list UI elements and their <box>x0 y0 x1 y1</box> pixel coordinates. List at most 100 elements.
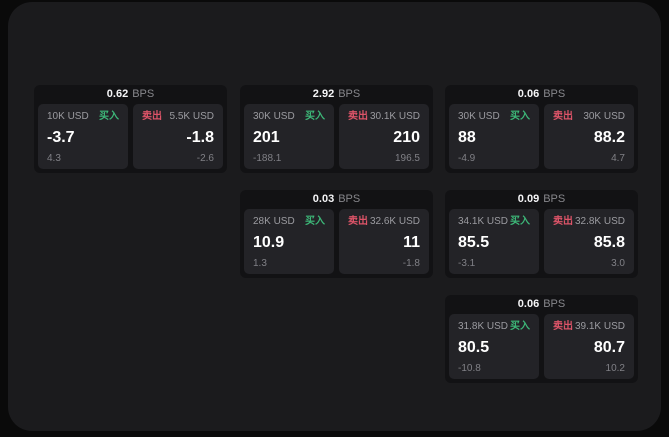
bps-unit: BPS <box>338 88 361 100</box>
bps-value: 2.92 <box>312 88 335 100</box>
sell-amount: 30.1K USD <box>369 111 420 122</box>
buy-delta: 1.3 <box>253 258 267 269</box>
quote-card: 0.06 BPS 30K USD 买入 88 -4.9 卖出 30K USD <box>445 85 638 173</box>
buy-price: 10.9 <box>253 233 285 251</box>
card-header: 0.09 BPS <box>449 190 634 209</box>
buy-side-label: 买入 <box>305 216 325 227</box>
buy-tile[interactable]: 10K USD 买入 -3.7 4.3 <box>38 104 128 169</box>
sell-amount: 5.5K USD <box>169 111 214 122</box>
sell-tile[interactable]: 卖出 39.1K USD 80.7 10.2 <box>544 314 634 379</box>
sell-price: 88.2 <box>593 128 625 146</box>
buy-side-label: 买入 <box>99 111 119 122</box>
sell-tile[interactable]: 卖出 30.1K USD 210 196.5 <box>339 104 429 169</box>
buy-tile-top: 28K USD 买入 <box>253 216 325 227</box>
sell-tile[interactable]: 卖出 5.5K USD -1.8 -2.6 <box>133 104 223 169</box>
sell-side-label: 卖出 <box>348 216 368 227</box>
buy-side-label: 买入 <box>510 111 530 122</box>
quote-tiles: 30K USD 买入 88 -4.9 卖出 30K USD 88.2 4.7 <box>449 104 634 169</box>
quote-tiles: 10K USD 买入 -3.7 4.3 卖出 5.5K USD -1.8 -2.… <box>38 104 223 169</box>
quote-card: 0.03 BPS 28K USD 买入 10.9 1.3 卖出 32.6K US… <box>240 190 433 278</box>
quote-card: 0.06 BPS 31.8K USD 买入 80.5 -10.8 卖出 39.1… <box>445 295 638 383</box>
sell-amount: 30K USD <box>583 111 625 122</box>
bps-unit: BPS <box>338 193 361 205</box>
bps-unit: BPS <box>543 193 566 205</box>
bps-value: 0.06 <box>517 88 540 100</box>
buy-side-label: 买入 <box>305 111 325 122</box>
sell-side-label: 卖出 <box>553 321 573 332</box>
quote-card: 2.92 BPS 30K USD 买入 201 -188.1 卖出 30.1K … <box>240 85 433 173</box>
quote-tiles: 28K USD 买入 10.9 1.3 卖出 32.6K USD 11 -1.8 <box>244 209 429 274</box>
buy-tile[interactable]: 28K USD 买入 10.9 1.3 <box>244 209 334 274</box>
buy-amount: 31.8K USD <box>458 321 509 332</box>
sell-side-label: 卖出 <box>348 111 368 122</box>
bps-unit: BPS <box>543 88 566 100</box>
buy-tile-top: 10K USD 买入 <box>47 111 119 122</box>
sell-side-label: 卖出 <box>553 216 573 227</box>
sell-delta: 196.5 <box>394 153 420 164</box>
sell-delta: 3.0 <box>611 258 625 269</box>
app-panel: 0.62 BPS 10K USD 买入 -3.7 4.3 卖出 5.5K USD <box>8 2 661 431</box>
quote-tiles: 34.1K USD 买入 85.5 -3.1 卖出 32.8K USD 85.8… <box>449 209 634 274</box>
buy-tile[interactable]: 31.8K USD 买入 80.5 -10.8 <box>449 314 539 379</box>
buy-amount: 30K USD <box>458 111 500 122</box>
buy-price: 80.5 <box>458 338 490 356</box>
buy-delta: -4.9 <box>458 153 476 164</box>
buy-side-label: 买入 <box>510 321 530 332</box>
sell-amount: 32.8K USD <box>574 216 625 227</box>
buy-tile-top: 34.1K USD 买入 <box>458 216 530 227</box>
buy-tile[interactable]: 30K USD 买入 201 -188.1 <box>244 104 334 169</box>
bps-unit: BPS <box>132 88 155 100</box>
bps-value: 0.03 <box>312 193 335 205</box>
buy-price: 88 <box>458 128 476 146</box>
bps-value: 0.09 <box>517 193 540 205</box>
sell-side-label: 卖出 <box>142 111 162 122</box>
buy-delta: -188.1 <box>253 153 282 164</box>
buy-price: 201 <box>253 128 280 146</box>
buy-tile[interactable]: 34.1K USD 买入 85.5 -3.1 <box>449 209 539 274</box>
buy-delta: -3.1 <box>458 258 476 269</box>
buy-amount: 30K USD <box>253 111 295 122</box>
card-header: 0.06 BPS <box>449 295 634 314</box>
card-header: 0.03 BPS <box>244 190 429 209</box>
sell-delta: 4.7 <box>611 153 625 164</box>
buy-tile[interactable]: 30K USD 买入 88 -4.9 <box>449 104 539 169</box>
quote-card: 0.09 BPS 34.1K USD 买入 85.5 -3.1 卖出 32.8K… <box>445 190 638 278</box>
buy-delta: -10.8 <box>458 363 481 374</box>
sell-amount: 32.6K USD <box>369 216 420 227</box>
sell-tile-top: 卖出 30.1K USD <box>348 111 420 122</box>
sell-delta: 10.2 <box>605 363 625 374</box>
card-header: 2.92 BPS <box>244 85 429 104</box>
sell-tile[interactable]: 卖出 32.8K USD 85.8 3.0 <box>544 209 634 274</box>
buy-side-label: 买入 <box>510 216 530 227</box>
sell-tile[interactable]: 卖出 32.6K USD 11 -1.8 <box>339 209 429 274</box>
buy-price: -3.7 <box>47 128 75 146</box>
sell-price: 80.7 <box>593 338 625 356</box>
buy-tile-top: 31.8K USD 买入 <box>458 321 530 332</box>
sell-delta: -2.6 <box>196 153 214 164</box>
sell-tile-top: 卖出 32.8K USD <box>553 216 625 227</box>
sell-price: -1.8 <box>186 128 214 146</box>
buy-tile-top: 30K USD 买入 <box>253 111 325 122</box>
bps-unit: BPS <box>543 298 566 310</box>
sell-tile[interactable]: 卖出 30K USD 88.2 4.7 <box>544 104 634 169</box>
bps-value: 0.62 <box>106 88 129 100</box>
quote-card: 0.62 BPS 10K USD 买入 -3.7 4.3 卖出 5.5K USD <box>34 85 227 173</box>
buy-price: 85.5 <box>458 233 490 251</box>
buy-amount: 10K USD <box>47 111 89 122</box>
sell-delta: -1.8 <box>402 258 420 269</box>
sell-price: 85.8 <box>593 233 625 251</box>
sell-tile-top: 卖出 32.6K USD <box>348 216 420 227</box>
buy-amount: 28K USD <box>253 216 295 227</box>
buy-delta: 4.3 <box>47 153 61 164</box>
card-header: 0.06 BPS <box>449 85 634 104</box>
quote-tiles: 31.8K USD 买入 80.5 -10.8 卖出 39.1K USD 80.… <box>449 314 634 379</box>
bps-value: 0.06 <box>517 298 540 310</box>
quote-tiles: 30K USD 买入 201 -188.1 卖出 30.1K USD 210 1… <box>244 104 429 169</box>
sell-tile-top: 卖出 5.5K USD <box>142 111 214 122</box>
sell-amount: 39.1K USD <box>574 321 625 332</box>
sell-price: 11 <box>403 233 420 251</box>
card-header: 0.62 BPS <box>38 85 223 104</box>
sell-side-label: 卖出 <box>553 111 573 122</box>
sell-tile-top: 卖出 30K USD <box>553 111 625 122</box>
